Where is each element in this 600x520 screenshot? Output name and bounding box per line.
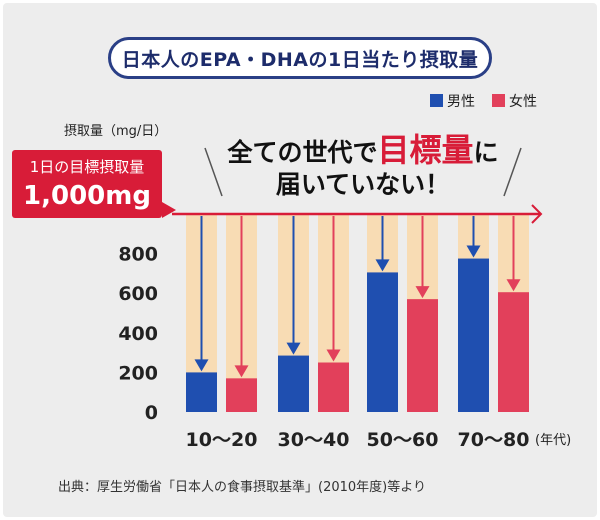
chart-title: 日本人のEPA・DHAの1日当たり摂取量: [108, 37, 492, 79]
target-label: 1日の目標摂取量: [29, 158, 145, 176]
headline-part2: に: [474, 138, 499, 167]
y-tick-label: 600: [118, 283, 158, 305]
target-line-end: [531, 204, 543, 224]
target-callout: 1日の目標摂取量 1,000mg: [12, 150, 176, 218]
bar-male: [186, 372, 217, 412]
arrow-head: [194, 359, 209, 372]
x-axis-label: (年代): [535, 433, 571, 448]
arrow-head: [375, 259, 390, 272]
bars: [186, 258, 529, 412]
legend-label-male: 男性: [447, 94, 475, 110]
arrow-head: [506, 279, 521, 292]
arrow-head: [286, 342, 301, 355]
arrows: [194, 216, 521, 378]
target-line: [172, 204, 543, 224]
legend: 男性 女性: [430, 93, 537, 110]
x-category-label: 50～60: [367, 429, 439, 451]
y-tick-label: 800: [118, 244, 158, 266]
headline: 全ての世代で目標量に 届いていない！: [204, 131, 522, 199]
source-note: 出典：厚生労働省「日本人の食事摂取基準」(2010年度)等より: [58, 480, 426, 495]
y-tick-label: 200: [118, 362, 158, 384]
headline-part1: 全ての世代で: [226, 138, 377, 167]
bar-female: [407, 299, 438, 412]
headline-line1: 全ての世代で目標量に: [226, 131, 498, 169]
bar-male: [278, 355, 309, 412]
bar-female: [498, 292, 529, 412]
target-value: 1,000mg: [23, 181, 151, 211]
y-axis-label: 摂取量（mg/日）: [64, 123, 167, 139]
legend-label-female: 女性: [509, 93, 537, 110]
arrow-head: [326, 349, 341, 362]
y-tick-label: 0: [145, 402, 158, 424]
bar-male: [458, 258, 489, 412]
arrow-head: [234, 365, 249, 378]
bar-female: [226, 378, 257, 412]
y-ticks: 0 200 400 600 800: [118, 244, 158, 424]
x-category-label: 30～40: [278, 429, 350, 451]
bar-male: [367, 272, 398, 412]
x-categories: 10～20 30～40 50～60 70～80: [186, 429, 530, 451]
bar-female: [318, 362, 349, 412]
arrow-head: [466, 245, 481, 258]
x-category-label: 10～20: [186, 429, 258, 451]
headline-line2: 届いていない！: [276, 170, 450, 199]
y-tick-label: 400: [118, 323, 158, 345]
legend-swatch-male: [430, 94, 443, 107]
legend-swatch-female: [492, 94, 505, 107]
x-category-label: 70～80: [458, 429, 530, 451]
arrow-head: [415, 286, 430, 299]
headline-highlight: 目標量: [377, 131, 473, 169]
